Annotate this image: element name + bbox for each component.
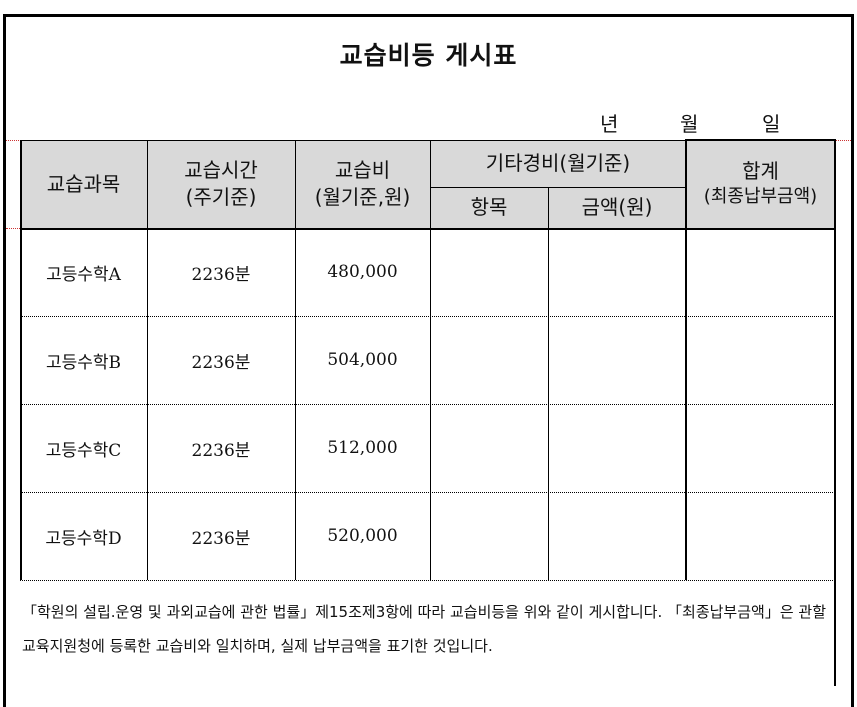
cell-subject: 고등수학B	[45, 352, 122, 373]
cell-item	[430, 492, 548, 580]
cell-item	[430, 316, 548, 404]
document-border	[3, 14, 854, 707]
cell-fee: 512,000	[327, 438, 398, 458]
cell-amount	[548, 228, 686, 316]
date-day: 일	[762, 112, 781, 136]
cell-total	[686, 404, 835, 492]
cell-subject: 고등수학D	[45, 528, 122, 549]
cell-hours: 2236분	[191, 264, 251, 285]
header-fee: 교습비 (월기준,원)	[295, 140, 430, 228]
header-other: 기타경비(월기준)	[430, 140, 686, 187]
cell-total	[686, 228, 835, 316]
header-other-amount: 금액(원)	[548, 187, 686, 228]
cell-subject: 고등수학C	[45, 440, 122, 461]
cell-fee: 520,000	[327, 526, 398, 546]
date-year: 년	[600, 112, 619, 136]
cell-amount	[548, 404, 686, 492]
date-month: 월	[680, 112, 699, 136]
cell-subject: 고등수학A	[46, 264, 121, 285]
cell-amount	[548, 316, 686, 404]
page-title: 교습비등 게시표	[339, 41, 518, 70]
cell-total	[686, 316, 835, 404]
cell-item	[430, 228, 548, 316]
header-subject: 교습과목	[20, 140, 147, 228]
cell-hours: 2236분	[191, 440, 251, 461]
header-total: 합계 (최종납부금액)	[686, 140, 835, 228]
cell-fee: 504,000	[327, 350, 398, 370]
cell-total	[686, 492, 835, 580]
header-other-item: 항목	[430, 187, 548, 228]
cell-amount	[548, 492, 686, 580]
legal-notice: 「학원의 설립.운영 및 과외교습에 관한 법률」제15조제3항에 따라 교습비…	[22, 603, 826, 655]
cell-hours: 2236분	[191, 528, 251, 549]
cell-hours: 2236분	[191, 352, 251, 373]
header-hours: 교습시간 (주기준)	[147, 140, 295, 228]
cell-item	[430, 404, 548, 492]
margin-guide	[6, 228, 20, 229]
cell-fee: 480,000	[327, 262, 398, 282]
